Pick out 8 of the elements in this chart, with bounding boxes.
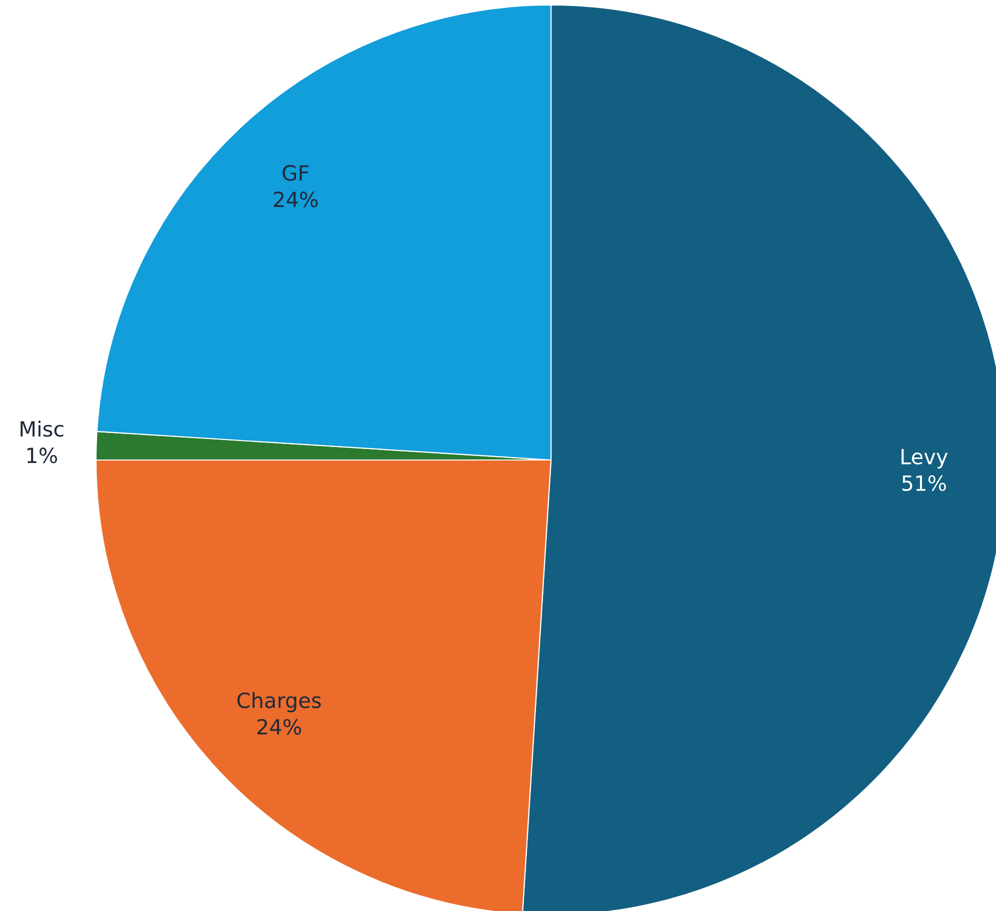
slice-label: Misc (20, 420, 64, 437)
data-label: 24% (274, 192, 318, 208)
data-label: 24% (257, 718, 302, 735)
slice-label: Levy (902, 449, 948, 469)
data-label: 51% (902, 475, 946, 492)
slice-label: GF (282, 165, 308, 181)
slice-label: Charges (237, 692, 321, 712)
data-label: 1% (27, 448, 58, 464)
